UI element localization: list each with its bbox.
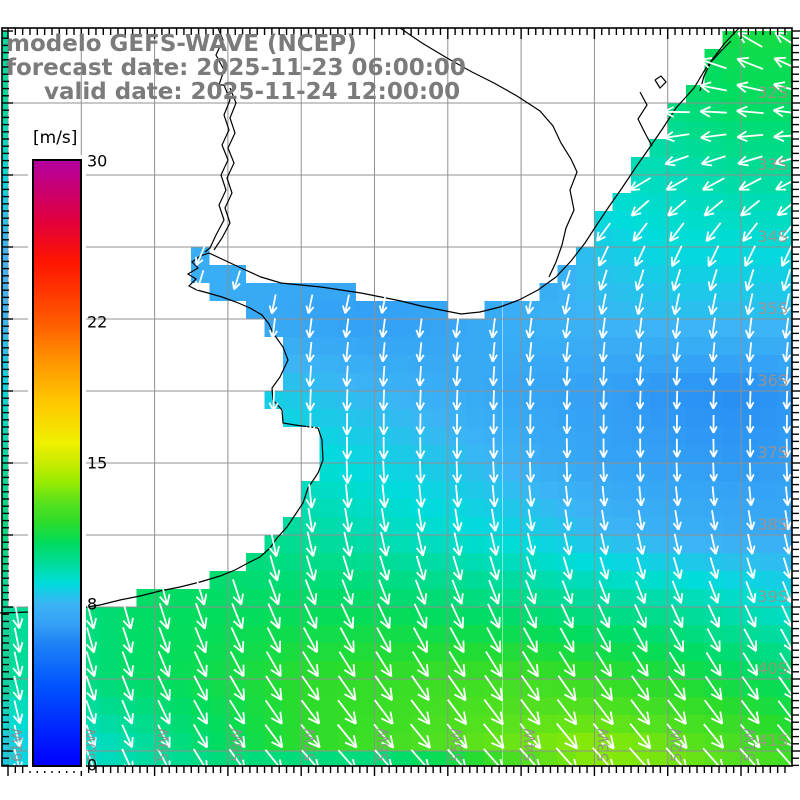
lat-label-34S: 34S [757, 227, 788, 246]
lon-label-61W: 61W [8, 728, 26, 762]
lat-label-40S: 40S [757, 659, 788, 678]
colorbar-tick-0: 0 [87, 755, 98, 775]
colorbar-gradient [32, 159, 82, 767]
lat-label-33S: 33S [757, 155, 788, 174]
lon-label-59W: 59W [155, 728, 173, 762]
lat-label-36S: 36S [757, 371, 788, 390]
uruguay-river-west-bank [204, 84, 231, 253]
colorbar-tick-22: 22 [87, 312, 108, 332]
border-river-line [399, 27, 578, 278]
lagoon-spit [699, 40, 732, 92]
colorbar-tick-30: 30 [87, 151, 108, 171]
colorbar [28, 155, 86, 771]
lat-label-39S: 39S [757, 587, 788, 606]
wind-arrows [12, 31, 800, 774]
lat-label-38S: 38S [757, 515, 788, 534]
colorbar-units-label: [m/s] [33, 128, 78, 148]
lon-label-52W: 52W [668, 728, 686, 762]
coastline-and-rivers [0, 27, 740, 614]
valid-date: valid date: 2025-11-24 12:00:00 [44, 79, 461, 105]
lon-label-54W: 54W [521, 728, 539, 762]
lon-label-53W: 53W [594, 728, 612, 762]
lat-label-41S: 41S [757, 731, 788, 750]
lon-label-55W: 55W [448, 728, 466, 762]
lagoon-shore [637, 91, 653, 147]
uruguay-river-east-bank [213, 87, 237, 251]
colorbar-tick-8: 8 [87, 594, 98, 614]
parana-river [215, 27, 225, 86]
lat-label-32S: 32S [757, 83, 788, 102]
forecast-date: forecast date: 2025-11-23 06:00:00 [6, 55, 466, 81]
lon-label-56W: 56W [375, 728, 393, 762]
graticule-grid [2, 28, 792, 766]
plot-frame-and-ticks [1, 27, 800, 776]
lon-label-57W: 57W [301, 728, 319, 762]
lon-label-58W: 58W [228, 728, 246, 762]
lagoon-islet [654, 75, 667, 89]
lat-label-37S: 37S [757, 443, 788, 462]
coastline [0, 27, 740, 614]
lat-label-35S: 35S [757, 299, 788, 318]
colorbar-tick-15: 15 [87, 453, 108, 473]
model-title: modelo GEFS-WAVE (NCEP) [6, 31, 357, 57]
lon-label-51W: 51W [741, 728, 759, 762]
